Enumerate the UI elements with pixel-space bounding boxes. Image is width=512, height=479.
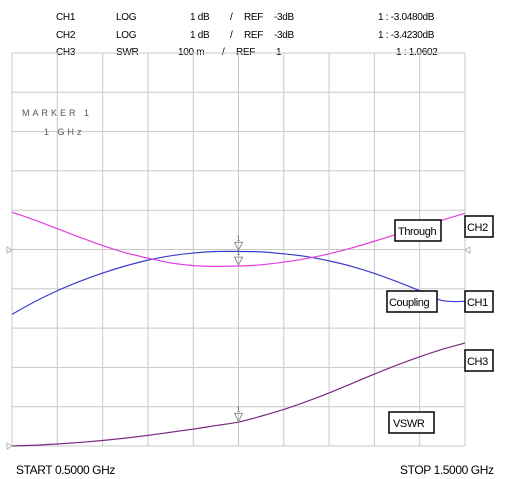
header-ch1-scale: 1 dB: [190, 12, 210, 23]
label-vswr: VSWR: [388, 411, 435, 434]
marker-ch2-number: 1: [237, 250, 241, 257]
label-coupling: Coupling: [386, 290, 438, 313]
header-ch2-marker-value: 1 : -3.4230dB: [378, 30, 435, 41]
marker-title: MARKER 1: [22, 108, 92, 118]
tag-ch1-text: CH1: [467, 297, 488, 309]
label-coupling-text: Coupling: [389, 297, 430, 309]
header-ch1-format: LOG: [116, 12, 137, 23]
tag-ch1: CH1: [464, 290, 494, 313]
header-row-ch2: CH2 LOG 1 dB / REF -3dB 1 : -3.4230dB: [56, 30, 435, 41]
tag-ch3-text: CH3: [467, 356, 488, 368]
header-ch1-name: CH1: [56, 12, 76, 23]
tag-ch3: CH3: [464, 349, 494, 372]
ref-indicator-ch3-icon: [6, 442, 13, 450]
header-ch1-ref-value: -3dB: [274, 12, 295, 23]
header-ch2-ref-label: REF: [244, 30, 263, 41]
label-through: Through: [394, 219, 442, 242]
marker-ch1-number: 1: [237, 235, 241, 242]
plot-grid: [11, 52, 466, 447]
label-through-text: Through: [398, 226, 436, 238]
marker-frequency: 1 GHz: [44, 127, 85, 137]
marker-layer: 1 1 1: [233, 235, 244, 423]
header-ch2-scale: 1 dB: [190, 30, 210, 41]
ref-indicator-right-icon: [464, 246, 471, 254]
channel-header: CH1 LOG 1 dB / REF -3dB 1 : -3.0480dB CH…: [56, 12, 439, 58]
stop-frequency-label: STOP 1.5000 GHz: [400, 463, 494, 477]
label-vswr-text: VSWR: [393, 418, 425, 430]
marker-ch3-number: 1: [237, 406, 241, 413]
header-ch1-ref-label: REF: [244, 12, 263, 23]
marker-readout: MARKER 1 1 GHz: [22, 108, 92, 137]
marker-ch2-icon: [233, 256, 244, 267]
header-row-ch1: CH1 LOG 1 dB / REF -3dB 1 : -3.0480dB: [56, 12, 435, 23]
header-ch1-sep: /: [230, 12, 233, 23]
header-ch2-name: CH2: [56, 30, 76, 41]
marker-ch1-icon: [233, 241, 244, 252]
start-frequency-label: START 0.5000 GHz: [16, 463, 115, 477]
tag-ch2-text: CH2: [467, 222, 488, 234]
tag-ch2: CH2: [464, 215, 494, 238]
marker-ch3-icon: [233, 412, 244, 423]
header-ch2-format: LOG: [116, 30, 137, 41]
ref-indicator-left-icon: [6, 246, 13, 254]
header-ch2-sep: /: [230, 30, 233, 41]
header-ch1-marker-value: 1 : -3.0480dB: [378, 12, 435, 23]
header-ch2-ref-value: -3dB: [274, 30, 295, 41]
